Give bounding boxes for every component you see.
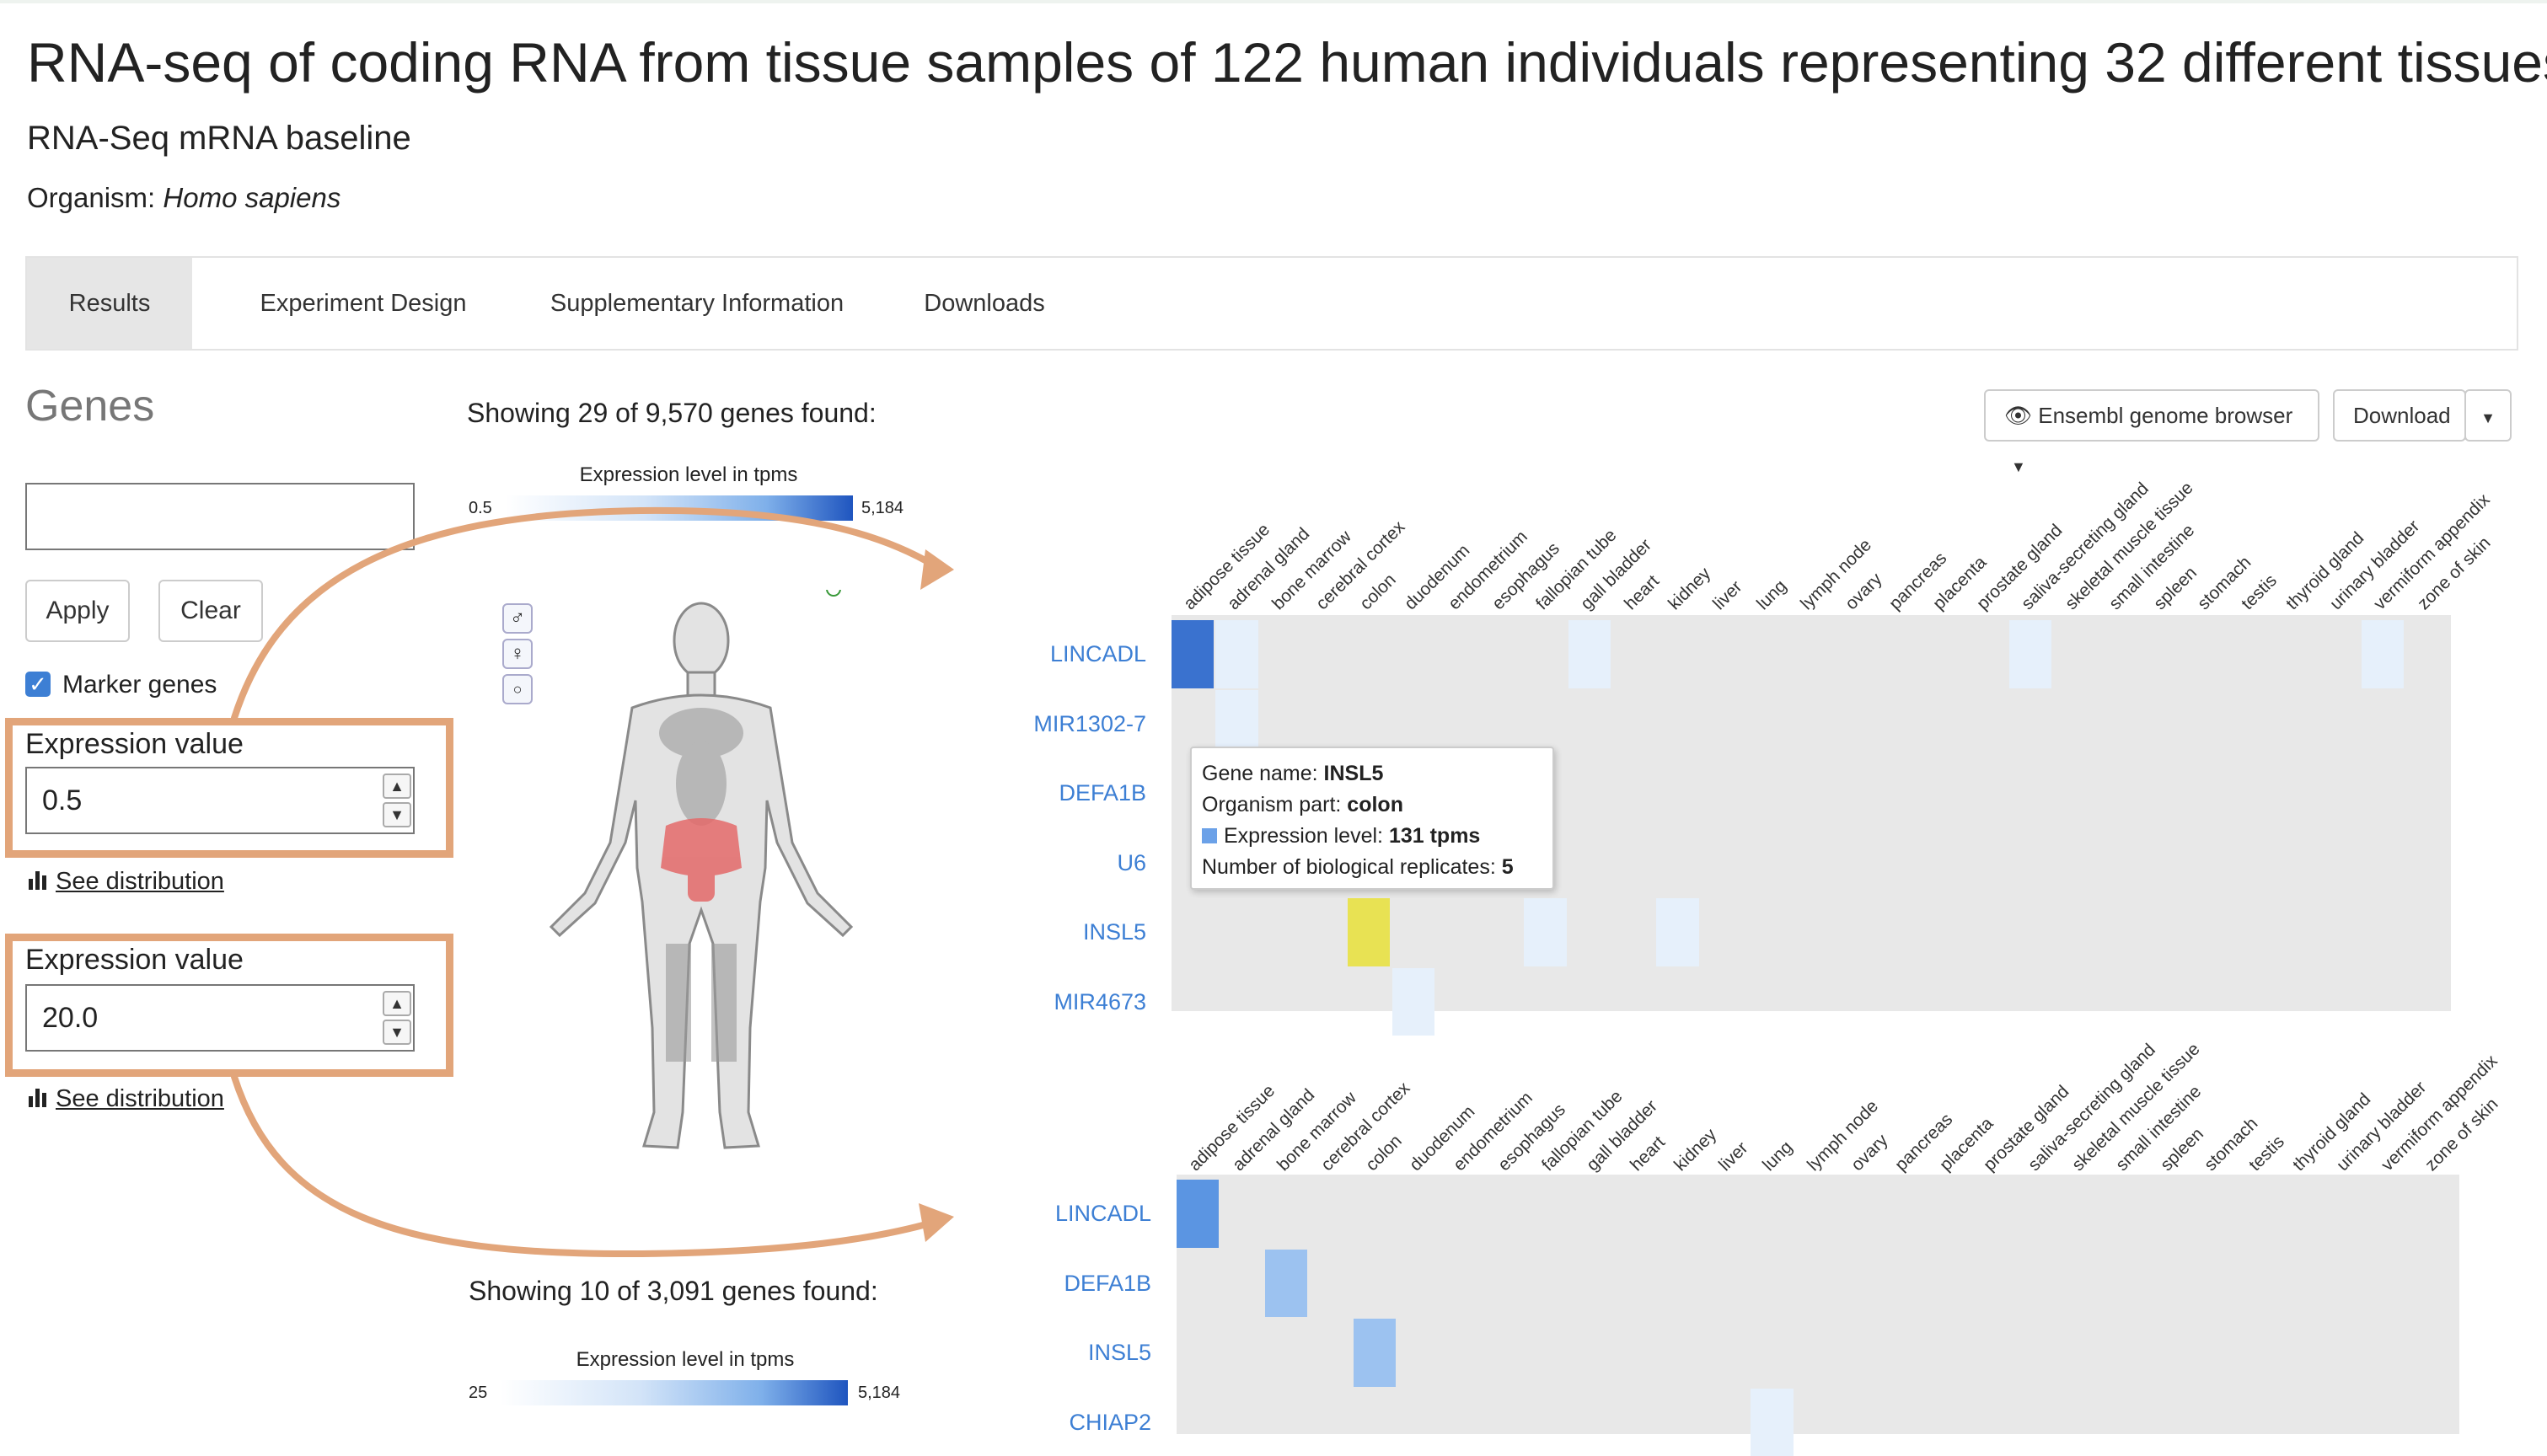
legend-gradient-top bbox=[506, 495, 853, 521]
female-icon[interactable]: ♀ bbox=[502, 639, 533, 669]
expression-value-input[interactable]: 20.0 bbox=[25, 984, 415, 1052]
heatmap-cell[interactable] bbox=[1524, 898, 1566, 966]
download-dropdown-toggle[interactable]: ▼ bbox=[2464, 389, 2512, 442]
increment-button[interactable]: ▲ bbox=[383, 991, 411, 1016]
gene-link[interactable]: INSL5 bbox=[898, 1340, 1151, 1366]
heatmap-cell[interactable] bbox=[1172, 620, 1214, 688]
marker-genes-label: Marker genes bbox=[62, 671, 217, 699]
tissue-column-label: kidney bbox=[1665, 564, 1715, 614]
see-distribution-label: See distribution bbox=[56, 1085, 224, 1112]
showing-count-bottom: Showing 10 of 3,091 genes found: bbox=[469, 1276, 878, 1307]
legend-max-bottom: 5,184 bbox=[858, 1384, 900, 1403]
genes-heading: Genes bbox=[25, 381, 154, 431]
gene-link[interactable]: DEFA1B bbox=[898, 1271, 1151, 1297]
legend-title-bottom: Expression level in tpms bbox=[502, 1348, 868, 1372]
heatmap-cell[interactable] bbox=[1392, 968, 1434, 1036]
heatmap-cell[interactable] bbox=[1354, 1319, 1396, 1387]
organism-line: Organism: Homo sapiens bbox=[27, 182, 340, 214]
top-border bbox=[0, 0, 2547, 3]
see-distribution-link[interactable]: See distribution bbox=[27, 1085, 224, 1113]
gene-link[interactable]: LINCADL bbox=[898, 1201, 1151, 1227]
heatmap-cell[interactable] bbox=[1348, 898, 1390, 966]
download-button[interactable]: Download bbox=[2333, 389, 2466, 442]
tooltip-part-label: Organism part: bbox=[1202, 793, 1341, 816]
gene-link[interactable]: U6 bbox=[893, 850, 1146, 876]
tissue-column-label: kidney bbox=[1670, 1125, 1721, 1175]
gene-link[interactable]: MIR4673 bbox=[893, 989, 1146, 1015]
tooltip-part-value: colon bbox=[1347, 793, 1403, 816]
tab-supplementary-information[interactable]: Supplementary Information bbox=[533, 258, 861, 349]
decrement-button[interactable]: ▼ bbox=[383, 1020, 411, 1045]
heatmap-cell[interactable] bbox=[2362, 620, 2404, 688]
heatmap-cell[interactable] bbox=[1568, 620, 1611, 688]
marker-genes-checkbox[interactable]: ✓ bbox=[25, 672, 51, 697]
bottom-heatmap bbox=[1177, 1175, 2459, 1434]
tab-downloads[interactable]: Downloads bbox=[900, 258, 1069, 349]
heatmap-cell[interactable] bbox=[1751, 1389, 1793, 1456]
expression-value-label: Expression value bbox=[25, 728, 244, 761]
legend-max-top: 5,184 bbox=[861, 499, 904, 518]
eye-icon: 👁 bbox=[2004, 403, 2032, 428]
tissue-column-label: liver bbox=[1709, 577, 1746, 614]
gene-link[interactable]: LINCADL bbox=[893, 641, 1146, 667]
tooltip-gene-value: INSL5 bbox=[1324, 762, 1384, 785]
tab-results[interactable]: Results bbox=[27, 258, 192, 349]
gene-link[interactable]: CHIAP2 bbox=[898, 1410, 1151, 1436]
tooltip-reps-label: Number of biological replicates: bbox=[1202, 855, 1496, 879]
organism-label: Organism: bbox=[27, 182, 155, 213]
heatmap-cell[interactable] bbox=[2009, 620, 2051, 688]
page-subtitle: RNA-Seq mRNA baseline bbox=[27, 120, 411, 158]
ensembl-browser-button[interactable]: 👁 Ensembl genome browser ▼ bbox=[1984, 389, 2319, 442]
tab-experiment-design[interactable]: Experiment Design bbox=[233, 258, 494, 349]
gene-search-input[interactable] bbox=[25, 483, 415, 550]
heatmap-cell[interactable] bbox=[1265, 1250, 1307, 1318]
heatmap-tooltip: Gene name: INSL5 Organism part: colon Ex… bbox=[1190, 747, 1554, 890]
caret-down-icon: ▼ bbox=[2480, 410, 2496, 426]
tooltip-gene-label: Gene name: bbox=[1202, 762, 1318, 785]
expression-value-input[interactable]: 0.5 bbox=[25, 767, 415, 834]
tissue-column-label: liver bbox=[1715, 1138, 1752, 1175]
ensembl-browser-label: Ensembl genome browser bbox=[2038, 403, 2292, 428]
see-distribution-label: See distribution bbox=[56, 868, 224, 895]
showing-count-top: Showing 29 of 9,570 genes found: bbox=[467, 398, 877, 429]
gene-link[interactable]: MIR1302-7 bbox=[893, 711, 1146, 737]
expression-value-label: Expression value bbox=[25, 944, 244, 977]
gene-link[interactable]: DEFA1B bbox=[893, 780, 1146, 806]
heatmap-cell[interactable] bbox=[1656, 898, 1698, 966]
legend-title-top: Expression level in tpms bbox=[506, 463, 871, 487]
tooltip-expr-label: Expression level: bbox=[1224, 824, 1383, 848]
legend-min-top: 0.5 bbox=[469, 499, 492, 518]
gene-link[interactable]: INSL5 bbox=[893, 919, 1146, 945]
decrement-button[interactable]: ▼ bbox=[383, 802, 411, 827]
page-title: RNA-seq of coding RNA from tissue sample… bbox=[27, 30, 2547, 94]
tab-bar: Results Experiment Design Supplementary … bbox=[25, 256, 2518, 351]
anatomogram-human-body bbox=[539, 590, 877, 1163]
bar-chart-icon bbox=[27, 1086, 49, 1108]
tooltip-color-swatch bbox=[1202, 828, 1217, 843]
caret-down-icon: ▼ bbox=[2011, 458, 2026, 475]
apply-button[interactable]: Apply bbox=[25, 580, 130, 642]
male-icon[interactable]: ♂ bbox=[502, 603, 533, 634]
brain-icon[interactable]: ○ bbox=[502, 674, 533, 704]
tooltip-reps-value: 5 bbox=[1502, 855, 1514, 879]
see-distribution-link[interactable]: See distribution bbox=[27, 868, 224, 896]
organism-value: Homo sapiens bbox=[163, 182, 340, 213]
clear-button[interactable]: Clear bbox=[158, 580, 263, 642]
legend-min-bottom: 25 bbox=[469, 1384, 487, 1403]
bar-chart-icon bbox=[27, 869, 49, 891]
tissue-column-label: lung bbox=[1753, 576, 1791, 614]
heatmap-cell[interactable] bbox=[1177, 1180, 1219, 1248]
tissue-column-label: lung bbox=[1759, 1138, 1797, 1175]
tooltip-expr-value: 131 tpms bbox=[1389, 824, 1480, 848]
legend-gradient-bottom bbox=[501, 1380, 848, 1405]
increment-button[interactable]: ▲ bbox=[383, 774, 411, 799]
heatmap-cell[interactable] bbox=[1215, 620, 1257, 688]
